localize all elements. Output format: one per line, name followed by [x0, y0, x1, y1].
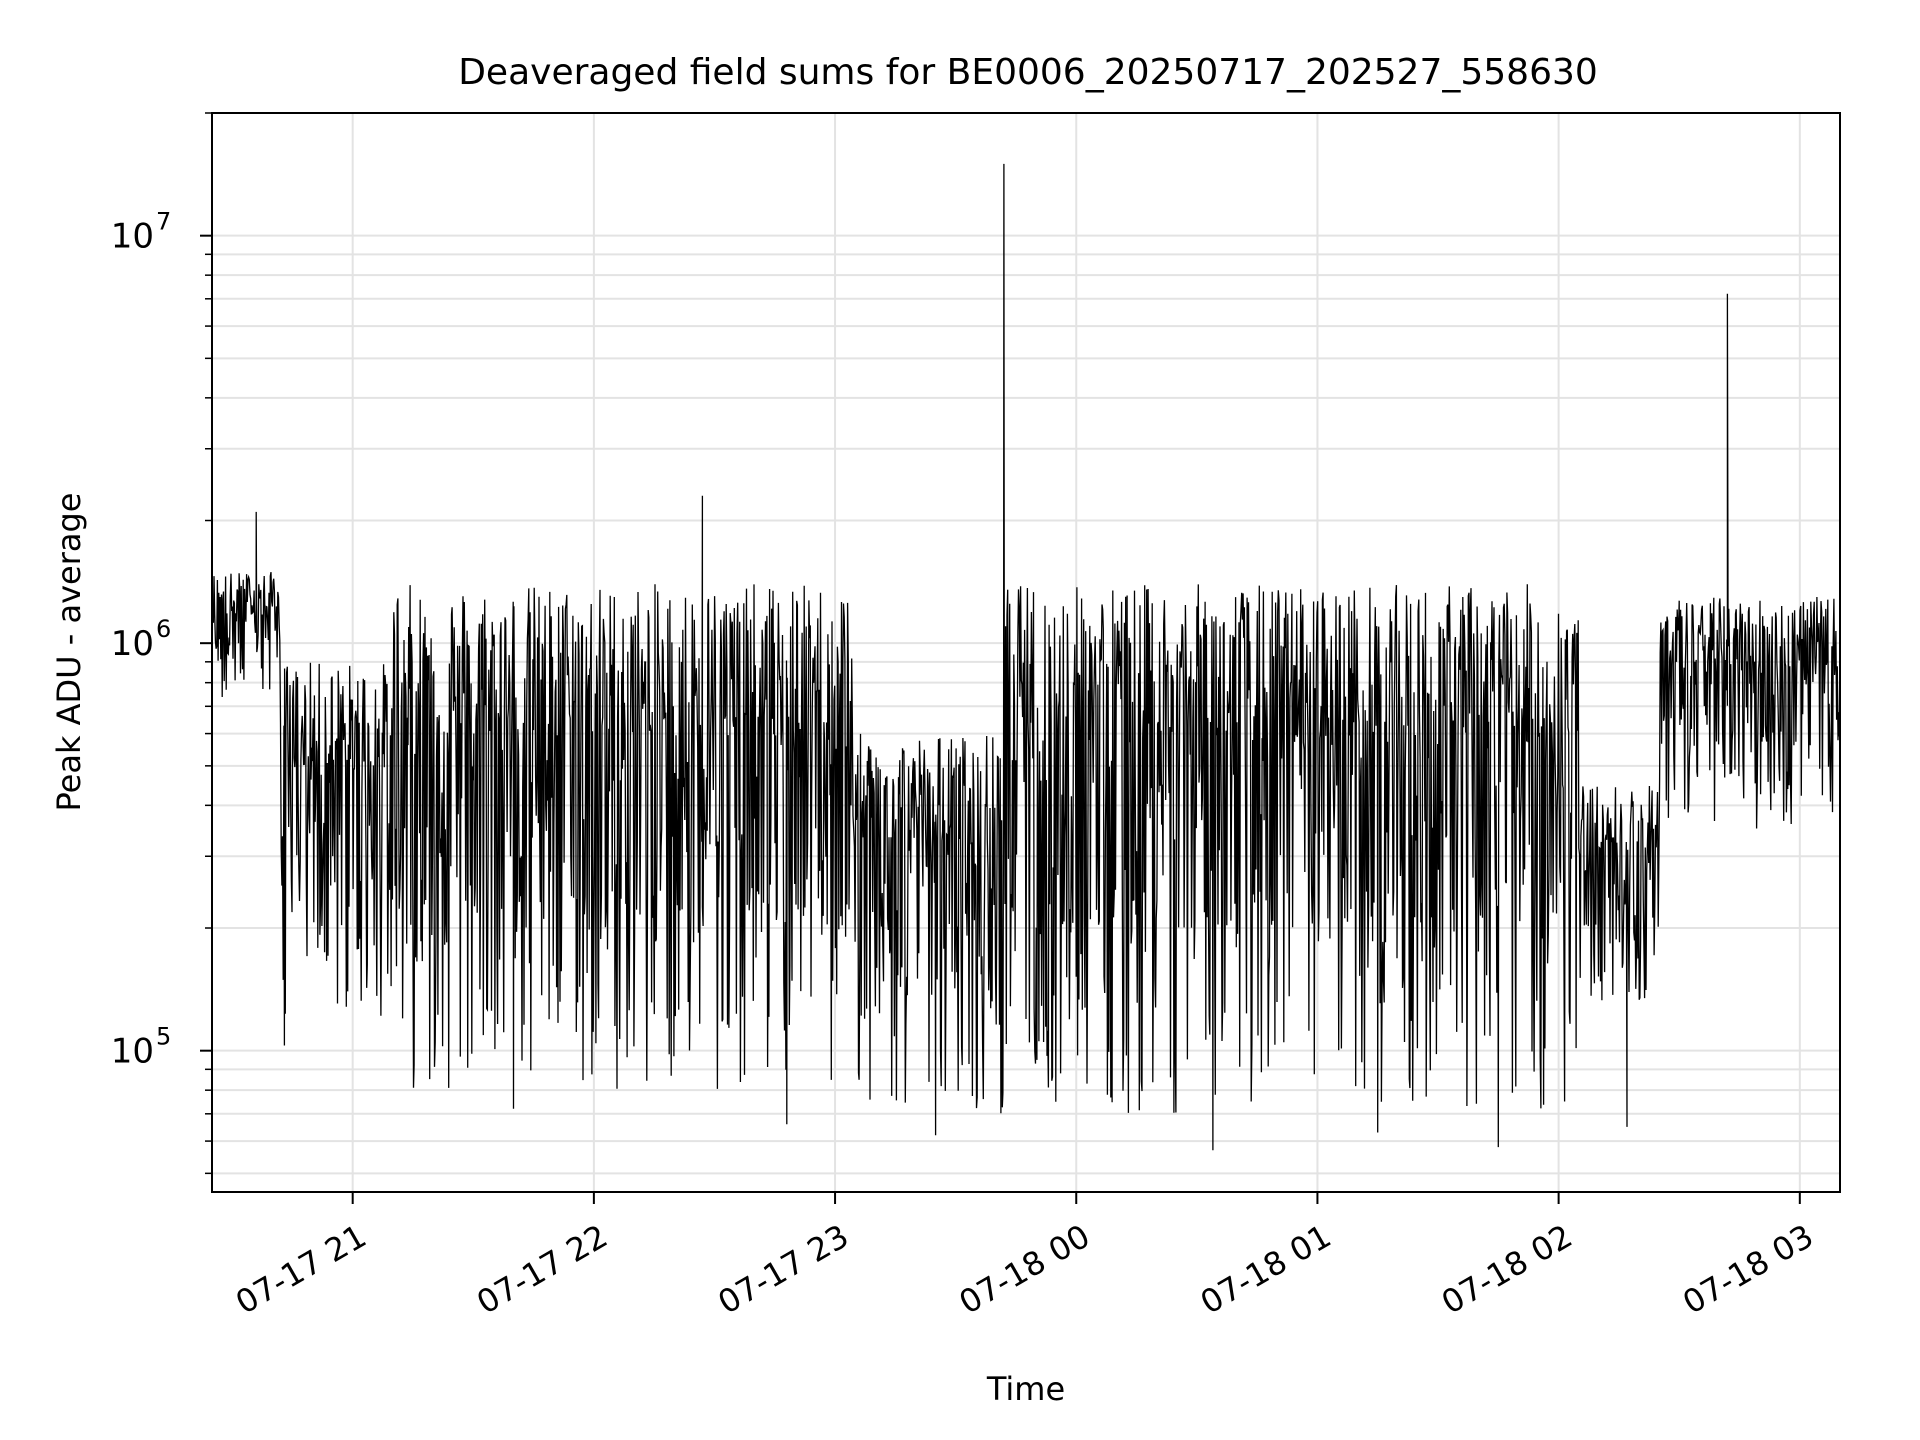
y-tick-label: 10: [111, 217, 154, 257]
series-line-group: [211, 163, 1841, 1151]
y-tick-label: 10: [111, 624, 154, 664]
y-axis-label: Peak ADU - average: [50, 493, 88, 812]
x-axis-label: Time: [986, 1370, 1065, 1408]
y-tick-exponent: 6: [156, 615, 171, 643]
y-tick-label: 10: [111, 1032, 154, 1072]
chart-title: Deaveraged field sums for BE0006_2025071…: [458, 52, 1598, 93]
plot-area: [211, 112, 1841, 1193]
series-line: [211, 163, 1841, 1151]
y-tick-exponent: 5: [156, 1023, 171, 1051]
y-tick-exponent: 7: [156, 208, 171, 236]
